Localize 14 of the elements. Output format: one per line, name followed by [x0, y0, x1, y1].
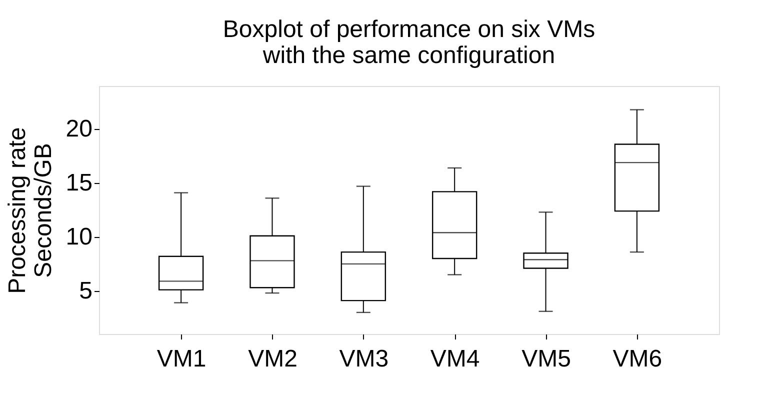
y-tick-label: 20: [66, 116, 92, 143]
y-tick-label: 5: [79, 277, 92, 304]
x-tick-label: VM4: [430, 346, 480, 372]
x-tick-label: VM1: [156, 346, 206, 372]
text: with the same configuration: [262, 42, 556, 69]
y-tick-label: 10: [66, 223, 92, 250]
y-tick-label: 15: [66, 170, 92, 197]
text: Boxplot of performance on six VMs: [222, 16, 596, 43]
text: Processing rate: [4, 127, 31, 294]
x-tick-label: VM5: [522, 346, 571, 372]
x-tick-label: VM3: [339, 346, 389, 372]
x-tick-label: VM6: [612, 346, 662, 372]
text: Seconds/GB: [30, 143, 57, 278]
x-tick-label: VM2: [248, 346, 298, 372]
